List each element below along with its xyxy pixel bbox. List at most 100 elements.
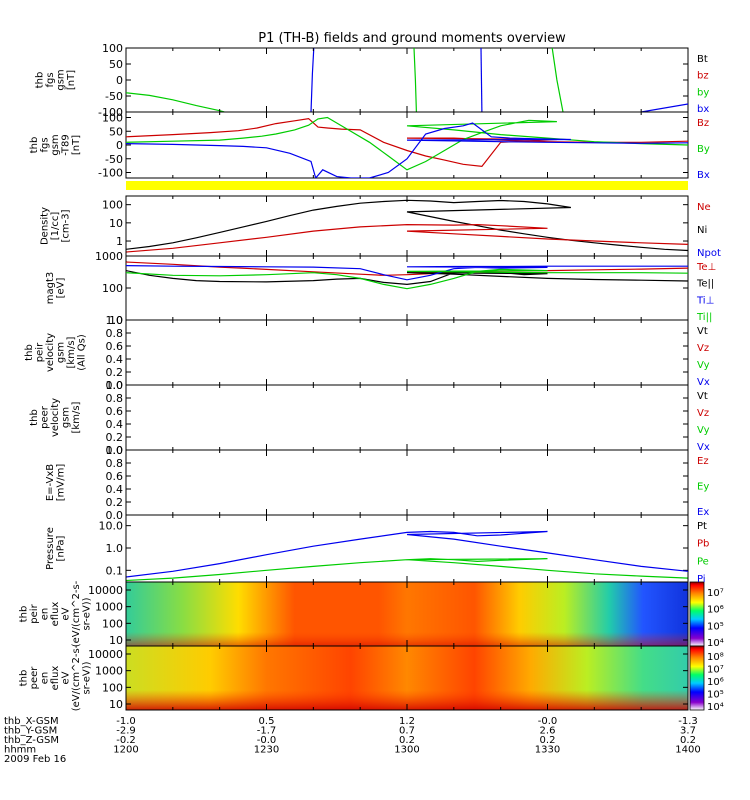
- y-axis-label: [km/s]: [66, 336, 77, 368]
- y-axis-label: eflux: [50, 602, 61, 627]
- series-line-Bz: [126, 117, 688, 168]
- legend-entry: Npot: [697, 248, 721, 259]
- y-tick-label: 0.0: [106, 444, 124, 457]
- y-axis-label: [km/s]: [71, 401, 82, 433]
- y-tick-label: 10: [109, 634, 123, 647]
- legend-entry: Ey: [697, 482, 709, 493]
- y-axis-label: eV: [61, 671, 72, 684]
- y-tick-label: 10.0: [99, 520, 124, 533]
- x-row-value: -0.0: [257, 735, 277, 746]
- y-axis-label: eflux: [50, 666, 61, 691]
- series-line-Ti⊥: [126, 261, 688, 281]
- y-tick-label: 0.0: [106, 379, 124, 392]
- y-axis-label: Pressure: [45, 527, 56, 570]
- y-axis-label: gsm: [55, 342, 66, 363]
- x-row-value: 0.2: [680, 735, 696, 746]
- legend-entry: Vz: [697, 408, 709, 419]
- y-axis-label: peer: [40, 405, 51, 429]
- y-tick-label: 1.0: [106, 314, 124, 327]
- legend-entry: Ti||: [696, 312, 712, 323]
- x-row-value: -1.3: [678, 716, 698, 727]
- legend-entry: bx: [697, 104, 709, 115]
- y-tick-label: 0.4: [106, 483, 124, 496]
- colorbar-tick-label: 10⁶: [707, 605, 724, 616]
- colorbar-tick-label: 10⁴: [707, 702, 724, 713]
- legend-entry: Vt: [697, 326, 708, 337]
- y-tick-label: 10000: [88, 584, 123, 597]
- colorbar-tick-label: 10⁷: [707, 665, 724, 676]
- y-tick-label: 100: [102, 112, 123, 125]
- y-axis-label: velocity: [50, 398, 61, 437]
- y-axis-label: [nT]: [66, 70, 77, 90]
- series-line-bx: [310, 48, 315, 112]
- colorbar-peer: [689, 645, 705, 711]
- y-axis-label: -T89: [61, 134, 72, 156]
- legend-entry: bz: [697, 71, 709, 82]
- legend-entry: Pt: [697, 521, 707, 532]
- series-line-bx: [480, 48, 483, 112]
- series-group: [126, 530, 688, 582]
- legend-entry: Te||: [696, 279, 714, 290]
- panel-peer_en: 10000 1000 100 10 thb peer en eflux eV (eV/(cm^2-…: [19, 644, 724, 713]
- legend-entry: Bx: [697, 170, 710, 181]
- y-axis-label: (eV/(cm^2-s-: [71, 580, 82, 647]
- series-group: [126, 48, 688, 112]
- panel-frame: [125, 514, 689, 583]
- y-tick-label: 0.2: [106, 431, 124, 444]
- x-row-value: 1400: [675, 745, 700, 756]
- series-line-bx: [641, 81, 688, 112]
- y-axis-label: E=-VxB: [45, 464, 56, 501]
- series-line-Ti||: [126, 263, 688, 290]
- y-tick-label: 1.0: [106, 444, 124, 457]
- series-group: [126, 199, 688, 255]
- y-tick-label: 0.2: [106, 366, 124, 379]
- panel-frame: [125, 47, 689, 113]
- y-tick-label: -50: [105, 90, 123, 103]
- legend-entry: Vy: [697, 360, 710, 371]
- series-group: [126, 116, 688, 178]
- y-axis-label: [mV/m]: [55, 464, 66, 502]
- x-row-value: 3.7: [680, 726, 696, 737]
- x-row-value: 0.2: [399, 735, 415, 746]
- date-label: 2009 Feb 16: [4, 754, 66, 765]
- y-axis-label: peir: [29, 603, 40, 623]
- y-tick-label: 1000: [95, 601, 123, 614]
- y-tick-label: 100: [102, 42, 123, 55]
- y-tick-label: 0: [116, 139, 123, 152]
- series-line-Pi: [126, 530, 688, 578]
- panel-temperature: 1000 100 10 magt3 [eV] Te⊥ Te|| Ti⊥ Ti||: [45, 250, 717, 327]
- y-axis-label: en: [40, 608, 51, 621]
- y-tick-label: 100: [102, 282, 123, 295]
- y-tick-label: 100: [102, 681, 123, 694]
- y-axis-label: thb: [29, 409, 40, 426]
- panel-frame: [125, 384, 689, 451]
- y-tick-label: 1000: [95, 665, 123, 678]
- y-tick-label: -100: [98, 167, 123, 180]
- x-row-name: thb_X-GSM: [4, 716, 59, 727]
- y-tick-label: 50: [109, 58, 123, 71]
- y-tick-label: 0.4: [106, 418, 124, 431]
- y-tick-label: 0.8: [106, 392, 124, 405]
- y-axis-label: [eV]: [55, 278, 66, 299]
- colorbar-tick-label: 10⁴: [707, 638, 724, 649]
- legend-entry: Bt: [697, 54, 708, 65]
- y-tick-label: 100: [102, 199, 123, 212]
- y-axis-label: [nT]: [71, 135, 82, 155]
- y-tick-label: 100: [102, 617, 123, 630]
- x-row-value: 1300: [394, 745, 419, 756]
- panel-pressure: 10.0 1.0 0.1 Pressure [nPa] Pt Pb Pe Pi: [45, 514, 709, 585]
- x-axis-labels: thb_X-GSM -1.0 0.5 1.2 -0.0 -1.3 thb_Y-GSM -2.9…: [4, 716, 701, 765]
- y-tick-label: -100: [98, 106, 123, 119]
- y-axis-label: peer: [29, 666, 40, 690]
- x-row-value: -2.9: [116, 726, 136, 737]
- y-axis-label: gsm: [55, 69, 66, 90]
- y-tick-label: -50: [105, 153, 123, 166]
- panel-yellow_bar: [126, 181, 688, 190]
- series-line-by: [413, 48, 417, 112]
- colorbar-tick-label: 10⁶: [707, 677, 724, 688]
- colorbar-tick-label: 10⁸: [707, 652, 724, 663]
